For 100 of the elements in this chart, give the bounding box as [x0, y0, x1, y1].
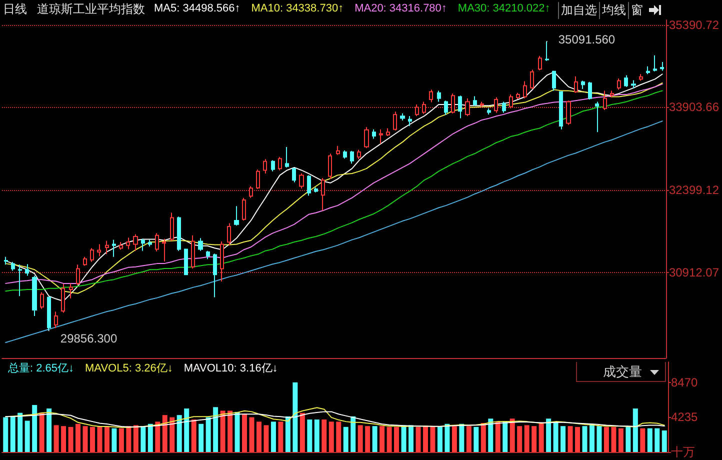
candlestick [523, 80, 527, 99]
bar [553, 422, 558, 452]
bar [39, 412, 44, 452]
candlestick [350, 150, 354, 164]
candlestick [54, 311, 58, 329]
candlestick [336, 145, 340, 156]
bar [278, 422, 284, 452]
bar [270, 422, 276, 452]
candlestick [422, 101, 426, 114]
bar [517, 426, 522, 452]
line-series [5, 120, 663, 344]
bar [422, 426, 428, 452]
bar [234, 412, 240, 452]
bar [32, 404, 38, 452]
candlestick [61, 283, 65, 314]
candlestick [646, 66, 650, 75]
annotation: 29856.300 [60, 332, 118, 346]
candlestick [141, 238, 145, 252]
candlestick [328, 153, 332, 180]
text: 加自选 [558, 2, 599, 18]
bar [380, 426, 385, 452]
candlestick [566, 100, 571, 126]
candlestick [227, 222, 231, 246]
candlestick [299, 173, 304, 189]
candlestick [372, 128, 376, 140]
bar [46, 408, 52, 452]
candlestick [112, 239, 116, 258]
candlestick [465, 98, 470, 117]
y-tick-label: 十万 [671, 445, 695, 459]
bar [90, 426, 95, 452]
candlestick [69, 282, 73, 299]
bar [213, 407, 218, 452]
bar [343, 426, 348, 452]
chart-title: 道琼斯工业平均指数 [37, 2, 145, 16]
candlestick [314, 186, 318, 193]
bar [495, 422, 500, 452]
bar [148, 424, 153, 452]
bar [18, 412, 23, 452]
candlestick [170, 212, 174, 242]
candlestick [25, 264, 29, 276]
candlestick [559, 90, 563, 130]
bar [249, 417, 254, 452]
bar [632, 408, 638, 452]
bar [264, 425, 269, 452]
bar [538, 422, 544, 452]
candlestick [119, 242, 123, 250]
bar [104, 426, 110, 452]
bar [54, 425, 59, 452]
bar [654, 428, 660, 452]
candlestick [198, 238, 203, 252]
bar [118, 428, 124, 452]
bar [466, 426, 472, 452]
y-tick-label: 8470 [671, 375, 698, 390]
candlestick [249, 186, 253, 198]
candlestick [292, 168, 296, 183]
bar [524, 425, 530, 452]
bar [662, 430, 667, 452]
candlestick [437, 90, 441, 102]
bar [502, 422, 508, 452]
candlestick [11, 261, 15, 272]
bar [155, 422, 160, 452]
text: MAVOL10: 3.16亿↓ [184, 362, 278, 374]
candlestick [191, 234, 195, 270]
bar [618, 428, 624, 452]
candlestick [177, 216, 181, 252]
bar [206, 417, 211, 452]
candlestick [588, 81, 592, 100]
bar [68, 426, 74, 452]
candlestick [444, 100, 448, 116]
candlestick [256, 169, 260, 190]
bar [170, 417, 175, 452]
candlestick [473, 96, 477, 107]
bar [604, 426, 609, 452]
candlestick [105, 240, 109, 255]
bar [336, 422, 342, 452]
candlestick [76, 264, 80, 286]
bar [228, 410, 233, 452]
bar [176, 415, 182, 452]
text: MA20: 34316.780↑ [354, 2, 447, 14]
bar [430, 426, 436, 452]
bar [61, 426, 66, 452]
candlestick [639, 74, 643, 82]
bar [191, 420, 196, 452]
annotation: 成交量 [603, 364, 642, 379]
bar [452, 426, 457, 452]
bar [510, 418, 515, 452]
bar [611, 426, 616, 452]
candlestick [538, 55, 542, 71]
candlestick [516, 92, 520, 100]
text: MA30: 34210.022↑ [458, 2, 550, 14]
candlestick [242, 197, 246, 221]
bar [372, 426, 378, 452]
candlestick [502, 101, 506, 114]
bar [416, 426, 421, 452]
candlestick [530, 69, 534, 90]
candlestick [126, 237, 130, 250]
candlestick [487, 108, 491, 115]
candlestick [581, 80, 585, 90]
bar [444, 424, 450, 452]
bar [480, 422, 486, 452]
